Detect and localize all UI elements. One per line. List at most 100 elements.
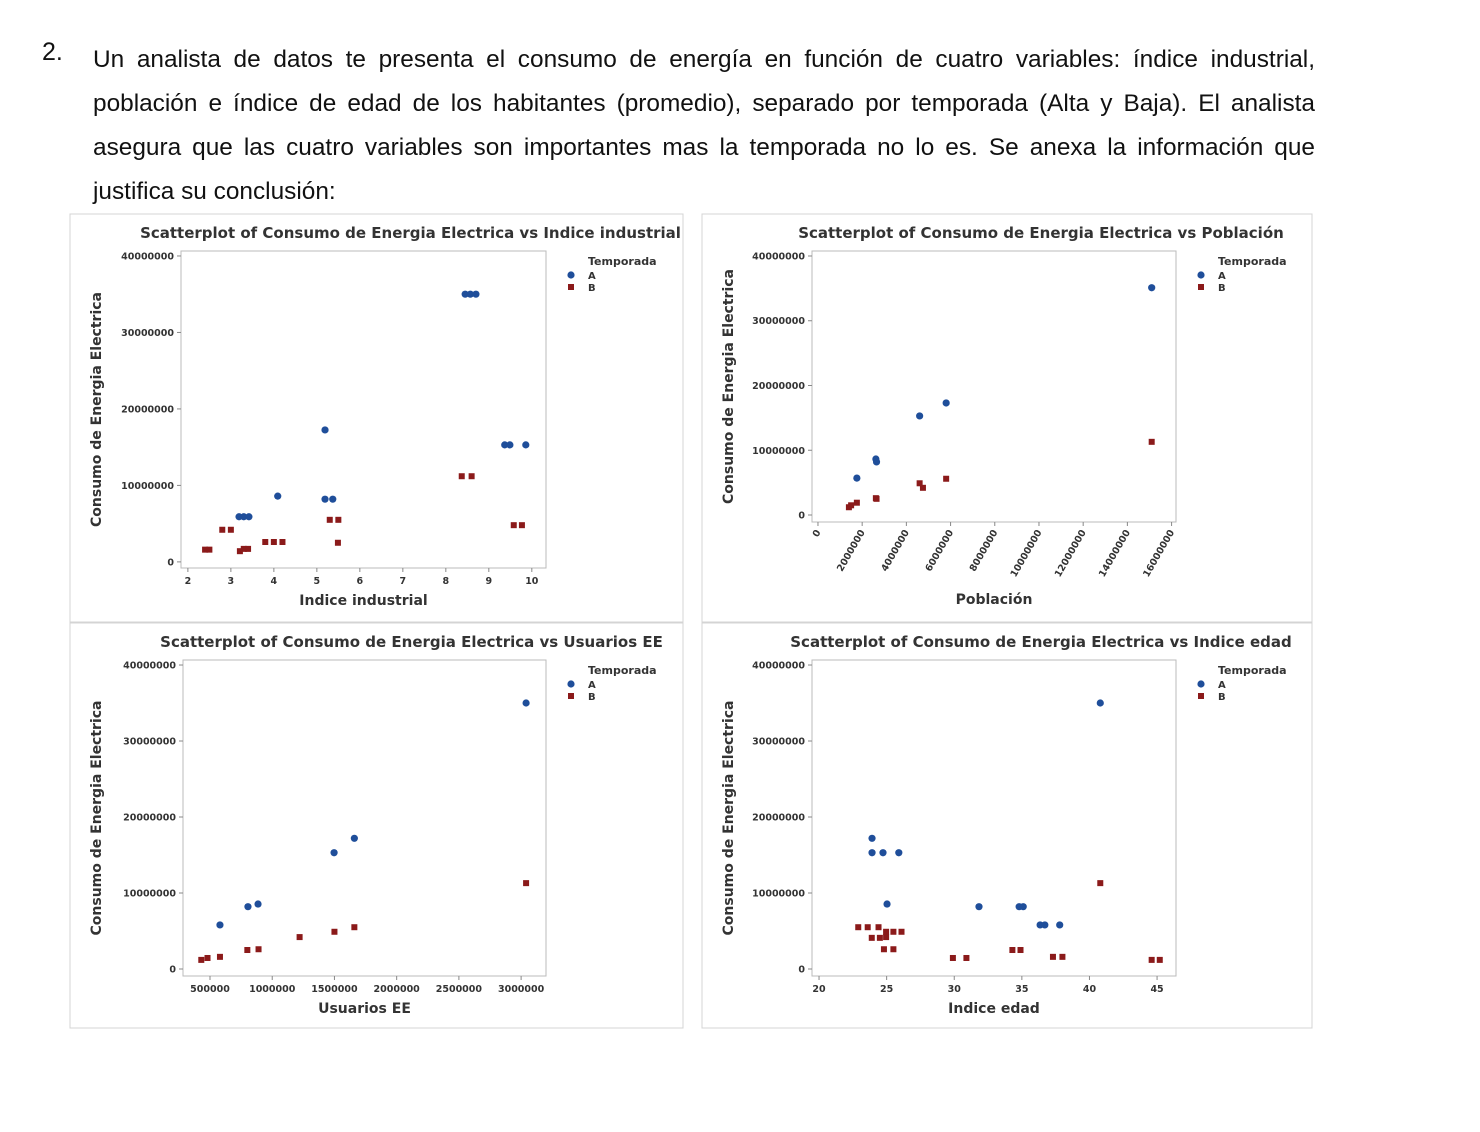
x-tick-label: 35 — [1015, 984, 1028, 995]
point — [523, 880, 530, 887]
x-tick-label: 9 — [486, 576, 493, 587]
x-tick-label: 2 — [185, 576, 192, 587]
legend-title: Temporada — [1218, 255, 1287, 268]
y-tick-label: 0 — [169, 965, 176, 976]
y-tick-label: 10000000 — [123, 889, 176, 900]
point — [895, 849, 903, 857]
x-tick-label: 16000000 — [1141, 528, 1177, 580]
x-tick-label: 3 — [228, 576, 235, 587]
y-tick-label: 0 — [798, 511, 805, 522]
x-tick-label: 1500000 — [311, 984, 358, 995]
point — [335, 516, 342, 523]
x-tick-label: 8000000 — [968, 528, 1001, 574]
point — [1009, 947, 1016, 954]
x-tick-label: 30 — [948, 984, 962, 995]
point — [1049, 953, 1056, 960]
point — [270, 538, 277, 545]
legend-label: A — [588, 271, 596, 282]
legend-marker — [1197, 680, 1205, 688]
y-tick-label: 30000000 — [121, 328, 174, 339]
point — [219, 526, 226, 533]
point — [883, 900, 891, 908]
x-tick-label: 2500000 — [436, 984, 483, 995]
x-tick-label: 2000000 — [374, 984, 421, 995]
point — [975, 903, 983, 911]
x-tick-label: 14000000 — [1097, 528, 1133, 580]
point — [244, 903, 252, 911]
point — [942, 399, 950, 407]
point — [1148, 956, 1155, 963]
point — [334, 539, 341, 546]
document: 2. Un analista de datos te presenta el c… — [0, 0, 1480, 214]
point — [848, 502, 855, 509]
point — [1097, 880, 1104, 887]
x-tick-label: 7 — [400, 576, 407, 587]
point — [216, 921, 224, 929]
legend-marker — [568, 284, 574, 290]
x-tick-label: 8 — [443, 576, 450, 587]
y-axis-label: Consumo de Energia Electrica — [89, 701, 105, 936]
x-tick-label: 6 — [357, 576, 364, 587]
point — [501, 441, 509, 449]
legend-label: B — [1218, 283, 1226, 294]
y-tick-label: 0 — [167, 557, 174, 568]
legend-label: A — [1218, 271, 1226, 282]
plot-area — [182, 659, 547, 977]
point — [254, 900, 262, 908]
point — [876, 934, 883, 941]
point — [1056, 921, 1064, 929]
point — [890, 946, 897, 953]
x-tick-label: 4000000 — [879, 528, 912, 574]
chart-title: Scatterplot of Consumo de Energia Electr… — [160, 633, 663, 651]
x-tick-label: 500000 — [190, 984, 230, 995]
x-axis-label: Población — [956, 592, 1033, 608]
point — [236, 548, 243, 555]
point — [240, 545, 247, 552]
point — [204, 954, 211, 961]
x-tick-label: 20 — [812, 984, 826, 995]
legend-label: A — [588, 680, 596, 691]
point — [255, 946, 262, 953]
point — [331, 928, 338, 935]
point — [329, 495, 337, 503]
point — [198, 956, 205, 963]
panel — [69, 622, 684, 1029]
y-tick-label: 20000000 — [752, 813, 805, 824]
point — [506, 441, 514, 449]
point — [883, 934, 890, 941]
x-tick-label: 10 — [525, 576, 539, 587]
y-tick-label: 30000000 — [752, 737, 805, 748]
point — [1156, 956, 1163, 963]
legend-title: Temporada — [588, 664, 657, 677]
legend-title: Temporada — [1218, 664, 1287, 677]
plot-area — [180, 250, 547, 569]
point — [202, 546, 209, 553]
point — [880, 946, 887, 953]
y-axis-label: Consumo de Energia Electrica — [721, 701, 737, 936]
item-number: 2. — [42, 38, 63, 66]
point — [1059, 953, 1066, 960]
x-tick-label: 45 — [1150, 984, 1163, 995]
x-axis-label: Indice edad — [948, 1001, 1040, 1017]
point — [890, 928, 897, 935]
x-tick-label: 6000000 — [924, 528, 957, 574]
point — [853, 474, 861, 482]
point — [227, 526, 234, 533]
point — [868, 849, 876, 857]
legend-marker — [568, 693, 574, 699]
point — [879, 849, 887, 857]
point — [1148, 284, 1156, 292]
point — [296, 934, 303, 941]
x-tick-label: 1000000 — [249, 984, 296, 995]
legend-marker — [567, 271, 575, 279]
point — [868, 834, 876, 842]
point — [943, 475, 950, 482]
legend-label: B — [1218, 692, 1226, 703]
point — [522, 699, 530, 707]
point — [868, 934, 875, 941]
point — [206, 546, 213, 553]
y-tick-label: 10000000 — [752, 446, 805, 457]
point — [1096, 699, 1104, 707]
point — [1019, 903, 1027, 911]
